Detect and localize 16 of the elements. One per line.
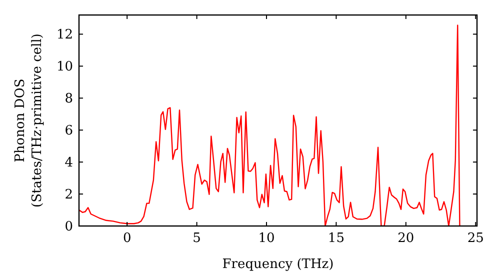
x-tick-label: 25 bbox=[467, 231, 484, 246]
y-tick-label: 0 bbox=[64, 220, 73, 235]
x-tick-label: 5 bbox=[192, 231, 201, 246]
x-tick-label: 0 bbox=[122, 231, 132, 246]
x-tick-label: 10 bbox=[258, 231, 275, 246]
y-tick-label: 10 bbox=[56, 60, 73, 75]
x-axis-title: Frequency (THz) bbox=[222, 257, 334, 272]
y-axis-title: Phonon DOS (States/THz·primitive cell) bbox=[13, 33, 45, 208]
y-tick-label: 12 bbox=[56, 28, 73, 43]
line-series bbox=[79, 24, 460, 226]
x-tick-label: 20 bbox=[398, 231, 414, 246]
y-tick-label: 4 bbox=[64, 156, 73, 171]
y-tick-label: 6 bbox=[64, 124, 73, 139]
y-tick-label: 8 bbox=[64, 92, 73, 107]
x-tick-label: 15 bbox=[328, 231, 344, 246]
y-tick-label: 2 bbox=[64, 188, 73, 203]
